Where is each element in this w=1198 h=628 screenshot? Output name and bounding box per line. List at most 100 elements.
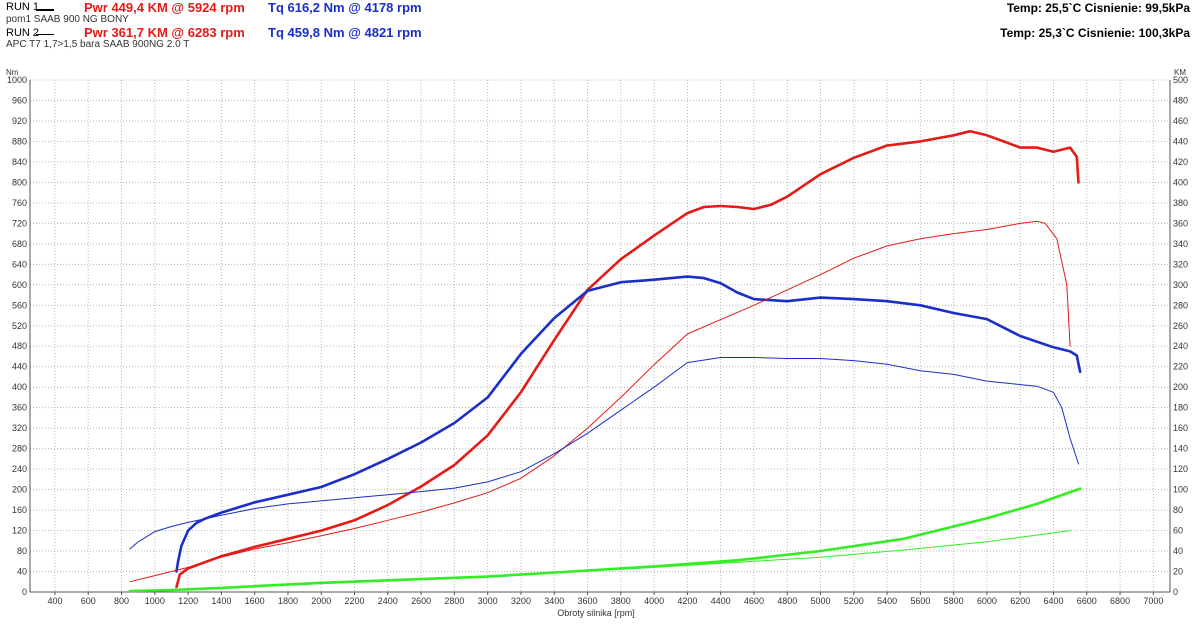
right-tick-label: 140 (1173, 444, 1188, 454)
run2-description: APC T7 1,7>1,5 bara SAAB 900NG 2.0 T (6, 39, 190, 50)
right-tick-label: 460 (1173, 116, 1188, 126)
left-tick-label: 640 (12, 259, 27, 269)
right-tick-label: 60 (1173, 526, 1183, 536)
x-tick-label: 3600 (578, 596, 598, 606)
right-tick-label: 120 (1173, 464, 1188, 474)
left-tick-label: 200 (12, 485, 27, 495)
run1-line-sample (36, 9, 54, 11)
run1-torque-peak: Tq 616,2 Nm @ 4178 rpm (268, 0, 422, 15)
right-tick-label: 0 (1173, 587, 1178, 597)
x-tick-label: 1800 (278, 596, 298, 606)
x-tick-label: 400 (47, 596, 62, 606)
chart-axes (29, 80, 1171, 593)
chart-series (128, 129, 1082, 593)
left-tick-label: 360 (12, 403, 27, 413)
right-tick-label: 260 (1173, 321, 1188, 331)
run1-conditions: Temp: 25,5`C Cisnienie: 99,5kPa (1006, 1, 1190, 15)
left-tick-label: 400 (12, 382, 27, 392)
x-tick-label: 5200 (844, 596, 864, 606)
right-tick-label: 200 (1173, 382, 1188, 392)
x-tick-label: 1000 (145, 596, 165, 606)
run1-power-peak: Pwr 449,4 KM @ 5924 rpm (84, 0, 245, 15)
run2-torque-peak: Tq 459,8 Nm @ 4821 rpm (268, 25, 422, 40)
right-tick-label: 40 (1173, 546, 1183, 556)
right-tick-label: 420 (1173, 157, 1188, 167)
right-tick-label: 80 (1173, 505, 1183, 515)
right-tick-label: 440 (1173, 136, 1188, 146)
run2-label: RUN 2 (6, 27, 40, 39)
series-line-run2_power (129, 220, 1071, 583)
left-tick-label: 120 (12, 526, 27, 536)
x-tick-label: 6400 (1043, 596, 1063, 606)
x-tick-label: 5400 (877, 596, 897, 606)
right-tick-label: 240 (1173, 341, 1188, 351)
left-tick-label: 480 (12, 341, 27, 351)
left-axis-ticks: 0 40 80 120 160 200 240 280 320 360 400 440 480 520 56… (7, 75, 27, 597)
left-tick-label: 440 (12, 362, 27, 372)
x-tick-label: 3200 (511, 596, 531, 606)
x-tick-label: 4200 (677, 596, 697, 606)
right-tick-label: 20 (1173, 567, 1183, 577)
x-tick-label: 6600 (1077, 596, 1097, 606)
right-tick-label: 280 (1173, 300, 1188, 310)
right-tick-label: 320 (1173, 259, 1188, 269)
x-tick-label: 6800 (1110, 596, 1130, 606)
right-tick-label: 500 (1173, 75, 1188, 85)
run1-description: pom1 SAAB 900 NG BONY (6, 14, 129, 25)
left-tick-label: 600 (12, 280, 27, 290)
right-axis-ticks: 0 20 40 60 80 100 120 140 160 180 200 220 240 260 280 3… (1173, 75, 1188, 597)
x-tick-label: 2200 (345, 596, 365, 606)
x-tick-label: 1200 (178, 596, 198, 606)
right-tick-label: 180 (1173, 403, 1188, 413)
run1-label: RUN 1 (6, 1, 40, 13)
left-tick-label: 0 (22, 587, 27, 597)
right-tick-label: 100 (1173, 485, 1188, 495)
left-tick-label: 240 (12, 464, 27, 474)
x-tick-label: 4400 (711, 596, 731, 606)
right-axis-unit: KM (1174, 68, 1186, 77)
run2-line-sample (36, 34, 54, 35)
x-tick-label: 6000 (977, 596, 997, 606)
left-tick-label: 320 (12, 423, 27, 433)
series-line-run1_loss (128, 487, 1082, 593)
x-tick-label: 5000 (810, 596, 830, 606)
left-tick-label: 1000 (7, 75, 27, 85)
series-line-run1_power (175, 129, 1080, 589)
left-tick-label: 960 (12, 95, 27, 105)
left-tick-label: 680 (12, 239, 27, 249)
right-tick-label: 360 (1173, 218, 1188, 228)
x-tick-label: 600 (81, 596, 96, 606)
x-tick-label: 1400 (211, 596, 231, 606)
left-tick-label: 160 (12, 505, 27, 515)
right-tick-label: 380 (1173, 198, 1188, 208)
x-tick-label: 3800 (611, 596, 631, 606)
left-tick-label: 720 (12, 218, 27, 228)
left-tick-label: 840 (12, 157, 27, 167)
left-tick-label: 560 (12, 300, 27, 310)
left-tick-label: 80 (17, 546, 27, 556)
right-tick-label: 160 (1173, 423, 1188, 433)
x-tick-label: 800 (114, 596, 129, 606)
right-tick-label: 400 (1173, 177, 1188, 187)
left-axis-unit: Nm (6, 68, 19, 77)
x-tick-label: 4000 (644, 596, 664, 606)
x-tick-label: 4600 (744, 596, 764, 606)
left-tick-label: 40 (17, 567, 27, 577)
right-tick-label: 220 (1173, 362, 1188, 372)
left-tick-label: 520 (12, 321, 27, 331)
left-tick-label: 920 (12, 116, 27, 126)
x-tick-label: 2600 (411, 596, 431, 606)
left-tick-label: 800 (12, 177, 27, 187)
left-tick-label: 880 (12, 136, 27, 146)
x-tick-label: 6200 (1010, 596, 1030, 606)
x-tick-label: 4800 (777, 596, 797, 606)
x-axis-label: Obroty silnika [rpm] (557, 608, 635, 618)
x-tick-label: 5600 (910, 596, 930, 606)
x-tick-label: 3400 (544, 596, 564, 606)
x-tick-label: 2800 (444, 596, 464, 606)
series-line-run1_torque (175, 275, 1082, 573)
x-tick-label: 5800 (944, 596, 964, 606)
x-tick-label: 3000 (478, 596, 498, 606)
series-line-run2_loss (129, 530, 1071, 592)
